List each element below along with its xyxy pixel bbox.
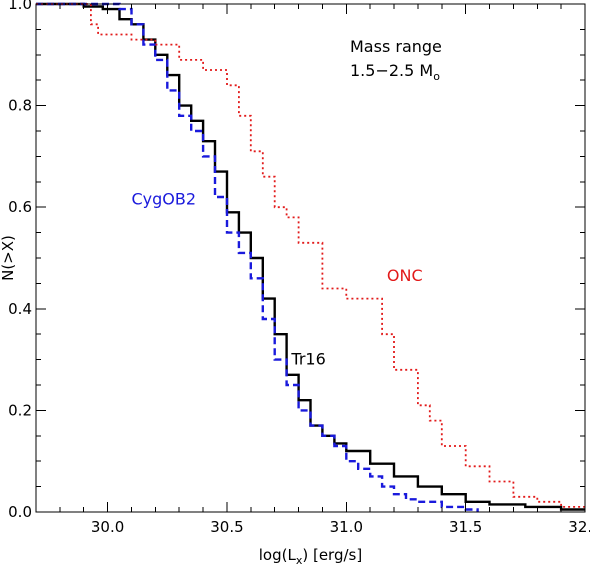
series-line-tr16 bbox=[36, 2, 585, 511]
x-axis-label-sub: x bbox=[296, 554, 303, 567]
series-labels: Tr16 CygOB2 ONC bbox=[131, 190, 422, 369]
annotation-line-2-sub: o bbox=[433, 70, 440, 83]
x-axis-label-rest: ) [erg/s] bbox=[302, 546, 362, 564]
annotation-line-2: 1.5−2.5 Mo bbox=[350, 61, 440, 83]
x-tick-label: 32.0 bbox=[568, 518, 590, 536]
series-label-tr16: Tr16 bbox=[290, 350, 325, 369]
y-tick-label: 0.6 bbox=[8, 198, 32, 216]
axis-labels: log(Lx) [erg/s] N(>X) bbox=[0, 235, 362, 567]
x-tick-label: 31.0 bbox=[330, 518, 363, 536]
y-tick-label: 0.0 bbox=[8, 503, 32, 521]
annotation-line-1: Mass range bbox=[350, 37, 442, 56]
series-group bbox=[36, 2, 585, 512]
x-tick-label: 30.5 bbox=[210, 518, 243, 536]
y-axis-label: N(>X) bbox=[0, 235, 17, 281]
x-tick-label: 31.5 bbox=[449, 518, 482, 536]
y-tick-label: 0.4 bbox=[8, 300, 32, 318]
y-tick-label: 1.0 bbox=[8, 0, 32, 13]
axis-ticks: 30.0 30.5 31.0 31.5 32.0 0.0 0.2 0.4 0.6 0.8 1.0 bbox=[8, 0, 590, 536]
series-line-cygob2 bbox=[36, 2, 479, 512]
mass-range-annotation: Mass range 1.5−2.5 Mo bbox=[350, 37, 442, 83]
series-label-onc: ONC bbox=[387, 266, 423, 285]
y-tick-label: 0.8 bbox=[8, 97, 32, 115]
annotation-line-2-main: 1.5−2.5 M bbox=[350, 61, 433, 80]
x-axis-label: log(Lx) [erg/s] bbox=[259, 546, 362, 567]
plot-frame bbox=[35, 3, 586, 513]
series-label-cygob2: CygOB2 bbox=[131, 190, 196, 209]
x-axis-label-main: log(L bbox=[259, 546, 297, 564]
series-line-onc bbox=[36, 3, 585, 508]
x-tick-label: 30.0 bbox=[91, 518, 124, 536]
y-tick-label: 0.2 bbox=[8, 401, 32, 419]
